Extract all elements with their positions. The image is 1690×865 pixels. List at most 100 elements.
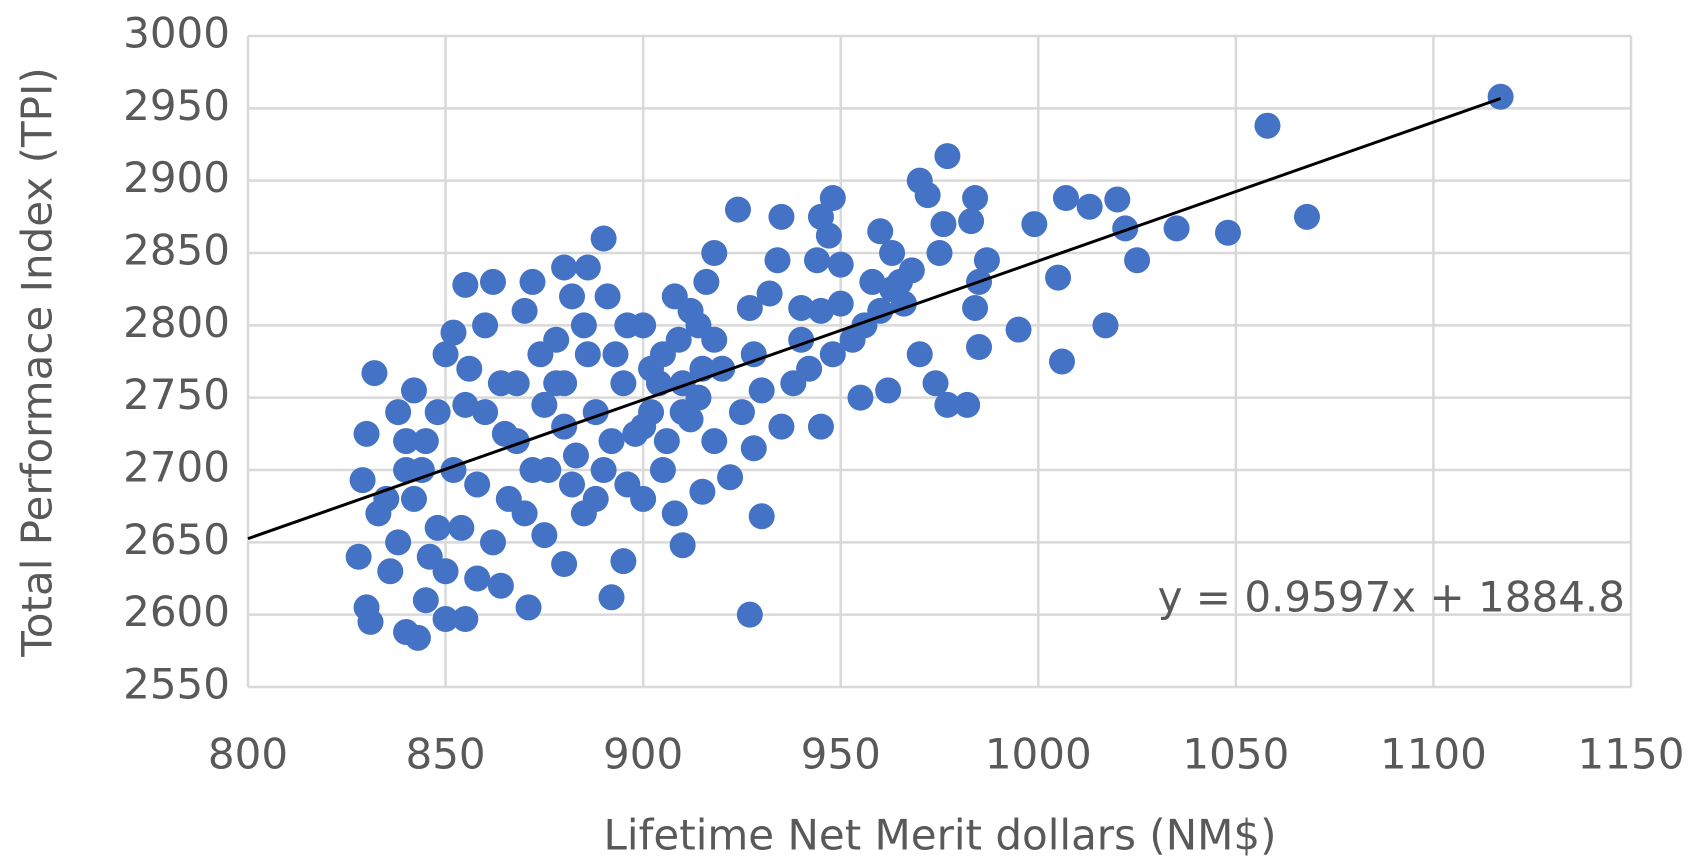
point	[424, 399, 451, 426]
point	[1163, 215, 1190, 242]
point	[740, 341, 767, 368]
point	[898, 257, 925, 284]
point	[432, 606, 459, 633]
point	[661, 500, 688, 527]
y-tick-label: 2850	[123, 226, 230, 275]
point	[424, 514, 451, 541]
y-tick-label: 2700	[123, 443, 230, 492]
y-tick-label: 2750	[123, 370, 230, 419]
point	[531, 391, 558, 418]
point	[649, 457, 676, 483]
x-axis-title: Lifetime Net Merit dollars (NM$)	[604, 811, 1277, 860]
point	[551, 551, 578, 578]
point	[345, 543, 372, 570]
point	[819, 185, 846, 212]
point	[788, 294, 815, 321]
point	[452, 391, 479, 418]
point	[614, 312, 641, 339]
point	[610, 370, 637, 397]
point	[1076, 193, 1103, 220]
point	[598, 584, 625, 611]
point	[559, 471, 586, 498]
point	[689, 478, 716, 505]
point	[610, 548, 637, 575]
point	[551, 254, 578, 281]
point	[1021, 211, 1048, 238]
point	[432, 341, 459, 368]
point	[365, 500, 392, 527]
point	[412, 428, 439, 455]
point	[819, 341, 846, 368]
point	[570, 312, 597, 339]
point	[1104, 186, 1131, 213]
point	[804, 247, 831, 274]
point	[562, 442, 589, 469]
y-tick-label: 2900	[123, 153, 230, 202]
y-tick-label: 2550	[123, 660, 230, 709]
point	[440, 319, 467, 346]
point	[511, 297, 538, 324]
point	[393, 428, 420, 455]
point	[602, 341, 629, 368]
point	[432, 558, 459, 585]
point	[393, 619, 420, 646]
point	[653, 428, 680, 455]
point	[590, 457, 617, 483]
point	[464, 471, 491, 498]
point	[1124, 247, 1151, 274]
y-tick-label: 2800	[123, 298, 230, 347]
point	[1214, 219, 1241, 246]
point	[768, 413, 795, 440]
x-tick-label: 1150	[1578, 730, 1685, 779]
x-tick-label: 1000	[985, 730, 1092, 779]
point	[701, 240, 728, 266]
point	[1048, 348, 1075, 375]
point	[756, 280, 783, 307]
point	[740, 435, 767, 462]
point	[926, 240, 953, 266]
point	[701, 326, 728, 353]
point	[1052, 185, 1079, 212]
point	[807, 297, 834, 324]
point	[472, 312, 499, 339]
point	[954, 391, 981, 418]
x-tick-label: 1100	[1380, 730, 1487, 779]
point	[922, 370, 949, 397]
point	[973, 247, 1000, 274]
point	[717, 464, 744, 491]
point	[487, 370, 514, 397]
point	[590, 225, 617, 252]
point	[574, 341, 601, 368]
y-tick-label: 2600	[123, 587, 230, 636]
trendline	[247, 97, 1502, 541]
point	[511, 500, 538, 527]
point	[559, 283, 586, 310]
x-tick-label: 800	[208, 730, 288, 779]
point	[357, 608, 384, 635]
point	[452, 271, 479, 298]
point	[353, 420, 380, 447]
point	[807, 413, 834, 440]
point	[349, 467, 376, 494]
point	[464, 565, 491, 592]
point	[827, 290, 854, 317]
y-axis-title: Total Performace Index (TPI)	[13, 67, 62, 657]
point	[472, 399, 499, 426]
point	[958, 208, 985, 235]
y-tick-label: 2950	[123, 81, 230, 130]
point	[598, 428, 625, 455]
point	[685, 384, 712, 411]
point	[1487, 83, 1514, 110]
point	[1112, 215, 1139, 242]
point	[796, 355, 823, 382]
point	[582, 485, 609, 512]
point	[519, 268, 546, 295]
point	[768, 203, 795, 230]
point	[764, 247, 791, 274]
point	[962, 294, 989, 321]
point	[1005, 316, 1032, 343]
point	[701, 428, 728, 455]
point	[377, 558, 404, 585]
point	[630, 413, 657, 440]
